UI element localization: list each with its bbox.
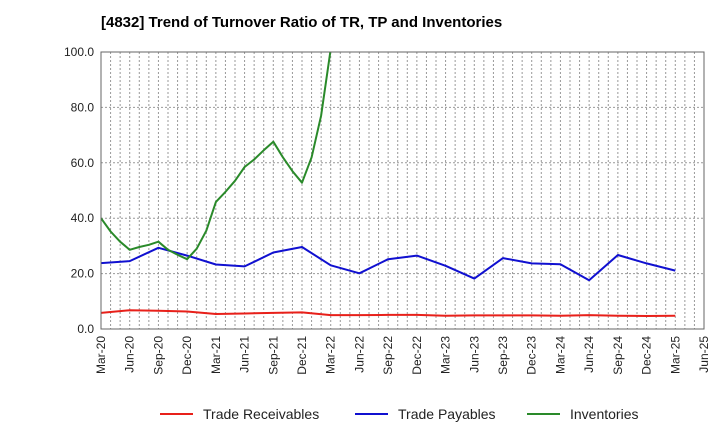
x-tick-label: Dec-21 [295, 336, 309, 375]
plot-area-frame [100, 51, 705, 330]
legend-label-trade-payables: Trade Payables [398, 406, 496, 422]
x-tick-label: Sep-23 [496, 336, 510, 375]
legend-label-trade-receivables: Trade Receivables [203, 406, 319, 422]
x-tick-label: Mar-21 [209, 336, 223, 374]
series-line-inventories [101, 52, 332, 261]
series-line-trade-payables [101, 246, 676, 282]
y-tick-label: 60.0 [71, 156, 95, 170]
y-tick-label: 80.0 [71, 100, 95, 114]
x-tick-label: Sep-21 [266, 336, 280, 375]
x-tick-label: Dec-23 [525, 336, 539, 375]
y-tick-label: 40.0 [71, 211, 95, 225]
x-tick-label: Sep-24 [611, 336, 625, 375]
x-tick-label: Dec-22 [410, 336, 424, 375]
x-axis-tick-labels: Mar-20 Jun-20 Sep-20 Dec-20 Mar-21 Jun-21 Sep-… [94, 336, 711, 375]
x-tick-label: Jun-22 [352, 336, 366, 373]
y-axis-tick-labels: 0.0 20.0 40.0 60.0 80.0 100.0 [64, 45, 94, 336]
x-tick-label: Mar-23 [439, 336, 453, 374]
x-tick-label: Dec-24 [640, 336, 654, 375]
x-tick-label: Mar-20 [94, 336, 108, 374]
y-tick-label: 0.0 [77, 322, 94, 336]
x-tick-label: Jun-25 [697, 336, 711, 373]
series-lines [101, 52, 676, 317]
y-tick-label: 20.0 [71, 267, 95, 281]
x-tick-label: Sep-20 [151, 336, 165, 375]
x-tick-label: Jun-23 [467, 336, 481, 373]
x-tick-label: Jun-21 [238, 336, 252, 373]
legend-label-inventories: Inventories [570, 406, 638, 422]
x-tick-label: Jun-24 [582, 336, 596, 373]
series-line-trade-receivables [101, 309, 676, 317]
chart-title: [4832] Trend of Turnover Ratio of TR, TP… [101, 14, 503, 31]
x-tick-label: Mar-22 [324, 336, 338, 374]
x-tick-label: Mar-24 [553, 336, 567, 374]
y-tick-label: 100.0 [64, 45, 94, 59]
grid-lines [101, 51, 704, 330]
x-tick-label: Jun-20 [123, 336, 137, 373]
x-tick-label: Dec-20 [180, 336, 194, 375]
x-tick-label: Mar-25 [668, 336, 682, 374]
legend: Trade Receivables Trade Payables Inventori… [160, 406, 638, 422]
x-tick-label: Sep-22 [381, 336, 395, 375]
